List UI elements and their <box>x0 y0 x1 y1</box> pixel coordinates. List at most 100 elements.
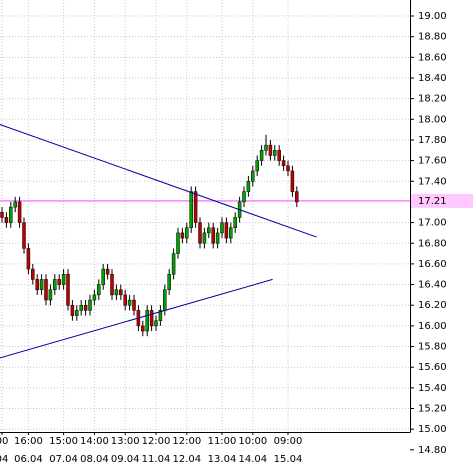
y-tick-label: 18.20 <box>418 94 447 105</box>
y-tick-label: 15.00 <box>418 424 447 435</box>
grid <box>0 0 410 432</box>
candle-body <box>114 289 119 296</box>
candle-body <box>215 232 220 244</box>
y-tick-label: 19.20 <box>418 0 447 1</box>
candle-body <box>44 279 48 301</box>
y-tick-label: 18.00 <box>418 114 447 125</box>
candle-body <box>70 304 75 316</box>
candle-body <box>251 170 255 182</box>
y-tick-label: 16.60 <box>418 259 447 270</box>
candle-body <box>26 248 31 270</box>
candle-body <box>31 268 35 280</box>
candle-body <box>268 144 273 156</box>
candle-body <box>39 279 44 290</box>
candle-body <box>211 227 215 244</box>
x-tick-label: 00 <box>0 436 8 447</box>
candle-body <box>127 299 132 306</box>
candle-body <box>189 191 193 229</box>
y-tick-label: 15.80 <box>418 342 447 353</box>
candle-body <box>220 222 224 234</box>
x-tick-label: 16:00 <box>14 436 43 447</box>
candle-body <box>101 268 105 285</box>
candle-body <box>193 191 198 223</box>
y-tick-label: 14.80 <box>418 445 447 456</box>
y-tick-label: 18.80 <box>418 32 447 43</box>
candle-body <box>75 310 79 316</box>
candle-body <box>88 299 92 311</box>
candle-body <box>295 191 299 203</box>
y-tick-label: 15.20 <box>418 404 447 415</box>
candle-body <box>286 165 290 172</box>
candle-body <box>48 289 53 301</box>
candle-body <box>0 212 4 218</box>
trend-line <box>0 124 317 238</box>
x-date-label: 08.04 <box>80 454 109 465</box>
current-price-label: 17.21 <box>418 196 447 207</box>
y-tick-label: 18.60 <box>418 52 447 63</box>
candle-body <box>92 294 97 301</box>
trend-line <box>0 278 273 359</box>
candle-body <box>141 325 145 332</box>
candle-body <box>180 232 185 239</box>
x-date-label: 13.04 <box>208 454 237 465</box>
y-tick-label: 19.00 <box>418 11 447 22</box>
candle-body <box>246 181 251 192</box>
x-tick-label: 09:00 <box>274 436 303 447</box>
x-tick-label: 11:00 <box>208 436 237 447</box>
candle-body <box>185 227 189 239</box>
x-tick-label: 10:00 <box>238 436 267 447</box>
candle-body <box>176 232 180 254</box>
x-tick-label: 12:00 <box>172 436 201 447</box>
candle-body <box>277 150 281 161</box>
y-tick-label: 16.80 <box>418 238 447 249</box>
candle-body <box>281 160 286 167</box>
candle-body <box>273 150 277 156</box>
candle-body <box>97 284 101 296</box>
candle-body <box>233 217 237 229</box>
candle-body <box>158 310 163 321</box>
candle-body <box>264 144 268 151</box>
x-date-label: 11.04 <box>142 454 171 465</box>
x-tick-label: 12:00 <box>142 436 171 447</box>
current-price-box <box>411 193 473 208</box>
y-tick-label: 16.20 <box>418 300 447 311</box>
candle-body <box>171 253 176 275</box>
candle-body <box>202 232 207 244</box>
candle-body <box>66 273 70 306</box>
x-tick-label: 14:00 <box>80 436 109 447</box>
y-tick-label: 16.40 <box>418 280 447 291</box>
plot-area <box>0 124 410 359</box>
x-date-label: 09.04 <box>111 454 140 465</box>
candle-body <box>105 268 110 275</box>
x-date-label: 15.04 <box>274 454 303 465</box>
candle-body <box>9 206 13 223</box>
x-date-label: 04 <box>0 454 8 465</box>
candle-body <box>224 222 229 239</box>
x-date-label: 12.04 <box>172 454 201 465</box>
candle-body <box>17 201 22 223</box>
x-date-label: 07.04 <box>49 454 78 465</box>
candle-body <box>167 273 171 290</box>
y-tick-label: 17.80 <box>418 135 447 146</box>
y-tick-label: 16.00 <box>418 321 447 332</box>
y-tick-label: 15.60 <box>418 362 447 373</box>
candle-body <box>57 279 61 285</box>
x-date-label: 14.04 <box>238 454 267 465</box>
candle-body <box>110 273 114 296</box>
candle-body <box>4 217 9 223</box>
y-tick-label: 18.40 <box>418 73 447 84</box>
candle-body <box>198 222 202 244</box>
candle-body <box>119 289 123 296</box>
candle-body <box>13 201 17 208</box>
candle-body <box>35 279 39 290</box>
candle-body <box>154 320 158 327</box>
y-tick-label: 15.40 <box>418 383 447 394</box>
candle-body <box>79 304 83 311</box>
x-date-label: 06.04 <box>14 454 43 465</box>
candle-body <box>207 227 211 234</box>
candle-body <box>259 150 264 161</box>
